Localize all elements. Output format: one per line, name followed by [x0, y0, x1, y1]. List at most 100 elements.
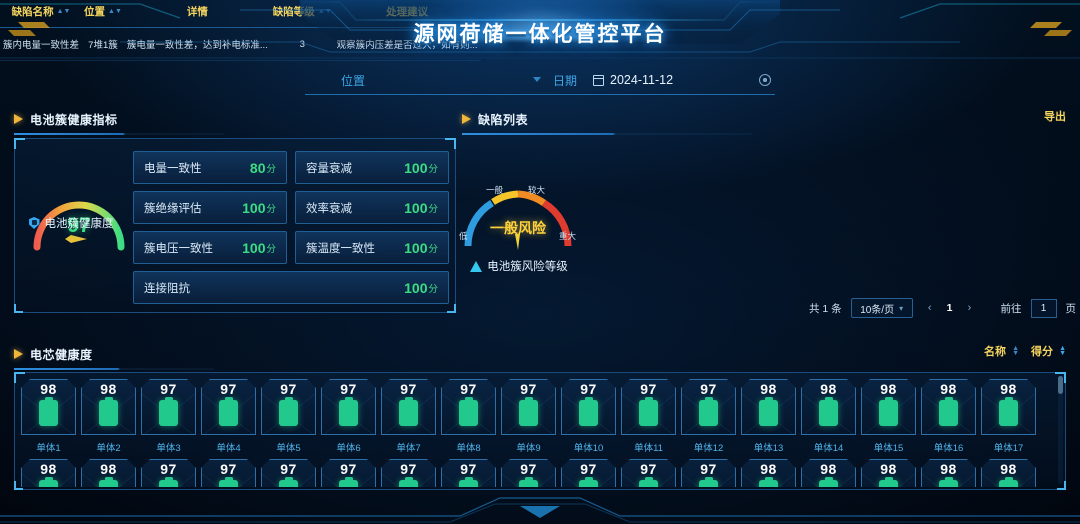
battery-icon: [579, 396, 598, 426]
cell-card[interactable]: 97单体21: [201, 459, 256, 487]
cell-score: 97: [520, 381, 537, 397]
clock-icon[interactable]: [759, 74, 771, 86]
section-underline: [462, 133, 752, 135]
cell-card[interactable]: 97单体25: [441, 459, 496, 487]
cell-card[interactable]: 98 单体13: [741, 379, 796, 454]
battery-icon: [279, 396, 298, 426]
metric-unit: 分: [266, 163, 276, 175]
prev-page-button[interactable]: ‹: [927, 302, 932, 314]
pagination: 共 1 条 10条/页 ▾ ‹ 1 › 前往 1 页: [586, 296, 1076, 320]
cell-card-frame: 97: [261, 379, 316, 435]
cell-score: 97: [580, 461, 597, 477]
cell-card[interactable]: 97 单体8: [441, 379, 496, 454]
date-picker[interactable]: 日期 2024-11-12: [545, 69, 775, 95]
metric-card[interactable]: 簇温度一致性 100 分: [295, 231, 449, 264]
cell-card[interactable]: 97 单体4: [201, 379, 256, 454]
cell-card[interactable]: 97单体28: [621, 459, 676, 487]
next-page-button[interactable]: ›: [967, 302, 972, 314]
sort-arrows-icon[interactable]: ▲▼: [108, 7, 122, 15]
sort-by-name[interactable]: 名称 ▲ ▼: [984, 343, 1019, 359]
metric-card[interactable]: 容量衰减 100 分: [295, 151, 449, 184]
cell-card[interactable]: 97 单体9: [501, 379, 556, 454]
cell-grid-scroll[interactable]: 98 单体1 98 单体2 97 单体3 97 单体4 97 单体5 97 单体6 97 单体7 97 单体8…: [21, 379, 1053, 487]
table-row[interactable]: 簇内电量一致性差 7堆1簇 簇电量一致性差，达到补电标准... 3 观察簇内压差…: [0, 27, 481, 61]
cell-card[interactable]: 98 单体14: [801, 379, 856, 454]
battery-icon: [699, 396, 718, 426]
cell-card-frame: 98: [21, 379, 76, 435]
cell-card[interactable]: 97 单体11: [621, 379, 676, 454]
section-battery-cluster: 电池簇健康指标: [14, 108, 224, 135]
battery-icon: [279, 476, 298, 487]
cell-card[interactable]: 97单体22: [261, 459, 316, 487]
date-label: 日期: [553, 73, 578, 88]
cell-card[interactable]: 98单体32: [861, 459, 916, 487]
cell-card[interactable]: 98 单体2: [81, 379, 136, 454]
cell-card[interactable]: 98 单体15: [861, 379, 916, 454]
cell-card[interactable]: 97单体24: [381, 459, 436, 487]
page-number[interactable]: 1: [946, 302, 953, 314]
cell-score: 98: [820, 461, 837, 477]
col-position[interactable]: 位置 ▲▼: [82, 0, 124, 28]
cell-card[interactable]: 98单体31: [801, 459, 856, 487]
metric-card[interactable]: 电量一致性 80 分: [133, 151, 287, 184]
cell-card[interactable]: 98 单体1: [21, 379, 76, 454]
risk-gauge-caption-wrap: 电池簇风险等级: [458, 258, 578, 278]
cell-card-frame: 98: [981, 379, 1036, 435]
metric-card[interactable]: 簇电压一致性 100 分: [133, 231, 287, 264]
page-title: 源网荷储一体化管控平台: [413, 23, 667, 46]
chevron-down-icon[interactable]: ▾: [899, 303, 904, 313]
sort-by-score[interactable]: 得分 ▲ ▼: [1031, 343, 1066, 359]
cell-card[interactable]: 98单体33: [921, 459, 976, 487]
cell-card[interactable]: 97 单体3: [141, 379, 196, 454]
cell-card[interactable]: 97 单体12: [681, 379, 736, 454]
cell-name: 单体5: [276, 443, 301, 454]
cell-card-frame: 97: [501, 379, 556, 435]
cell-score: 97: [700, 381, 717, 397]
risk-gauge-caption-text: 电池簇风险等级: [487, 261, 568, 273]
metric-card[interactable]: 效率衰减 100 分: [295, 191, 449, 224]
sort-arrows-icon[interactable]: ▲▼: [1012, 345, 1019, 358]
scrollbar-thumb[interactable]: [1058, 376, 1063, 394]
battery-icon: [639, 396, 658, 426]
battery-icon: [339, 396, 358, 426]
cell-card[interactable]: 97单体27: [561, 459, 616, 487]
metric-card[interactable]: 簇绝缘评估 100 分: [133, 191, 287, 224]
cell-card[interactable]: 98 单体16: [921, 379, 976, 454]
sort-arrows-icon[interactable]: ▲▼: [1059, 345, 1066, 358]
cell-card[interactable]: 97单体23: [321, 459, 376, 487]
risk-tick-general: 一般: [486, 185, 504, 195]
chevron-down-icon[interactable]: [533, 76, 541, 82]
battery-icon: [999, 476, 1018, 487]
cell-score: 98: [760, 381, 777, 397]
cell-card[interactable]: 98单体30: [741, 459, 796, 487]
cell-card[interactable]: 98 单体17: [981, 379, 1036, 454]
location-select[interactable]: 位置: [305, 69, 545, 95]
cell-card[interactable]: 97单体20: [141, 459, 196, 487]
cell-card[interactable]: 97 单体7: [381, 379, 436, 454]
cell-grid-scrollbar[interactable]: [1058, 376, 1063, 484]
cell-card[interactable]: 98单体18: [21, 459, 76, 487]
goto-page-input[interactable]: 1: [1030, 298, 1057, 318]
cell-card[interactable]: 97单体26: [501, 459, 556, 487]
metric-label: 效率衰减: [306, 202, 352, 215]
cell-card[interactable]: 98单体34: [981, 459, 1036, 487]
cell-card-frame: 97: [621, 459, 676, 487]
cell-card[interactable]: 97 单体6: [321, 379, 376, 454]
cell-card-frame: 97: [201, 459, 256, 487]
cell-card[interactable]: 97 单体10: [561, 379, 616, 454]
cell-card[interactable]: 97单体29: [681, 459, 736, 487]
page-size-select[interactable]: 10条/页 ▾: [850, 298, 913, 318]
date-value: 2024-11-12: [610, 73, 674, 87]
sort-arrows-icon[interactable]: ▲▼: [56, 7, 71, 15]
export-button[interactable]: 导出: [1044, 111, 1066, 123]
pagination-total: 共 1 条: [808, 302, 842, 315]
metric-value: 100: [404, 279, 428, 296]
cell-card[interactable]: 97 单体5: [261, 379, 316, 454]
page-unit: 页: [1065, 302, 1077, 315]
calendar-icon: [593, 74, 605, 86]
battery-icon: [399, 396, 418, 426]
metric-card[interactable]: 连接阻抗 100 分: [133, 271, 449, 304]
battery-icon: [759, 396, 778, 426]
